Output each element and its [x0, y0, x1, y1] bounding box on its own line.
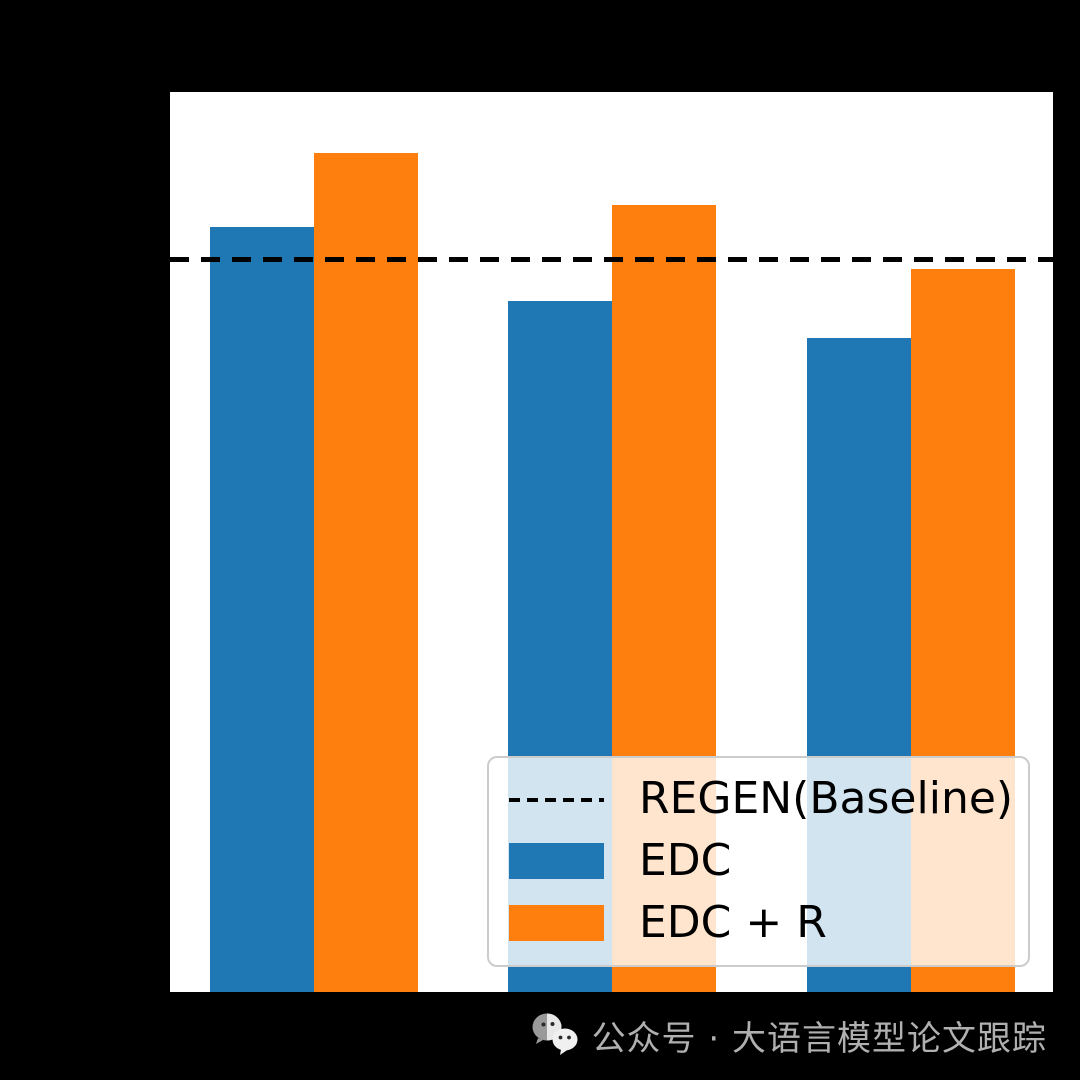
- legend: REGEN(Baseline) EDC EDC + R: [487, 756, 1030, 967]
- dashed-line-icon: [509, 797, 604, 802]
- legend-label-edc-r: EDC + R: [639, 897, 827, 949]
- bar-edc-group1: [209, 227, 314, 992]
- legend-item-edc-r: EDC + R: [509, 897, 1008, 950]
- legend-swatch-col: [509, 797, 604, 802]
- bar-edcr-group1: [313, 153, 418, 992]
- legend-item-edc: EDC: [509, 835, 1008, 888]
- watermark-text: 公众号 · 大语言模型论文跟踪: [591, 1018, 1047, 1059]
- wechat-icon: [532, 1013, 578, 1055]
- legend-item-baseline: REGEN(Baseline): [509, 773, 1013, 826]
- watermark: 公众号 · 大语言模型论文跟踪: [530, 1005, 1047, 1065]
- legend-label-edc: EDC: [639, 835, 732, 887]
- edc-r-color-swatch: [509, 905, 604, 942]
- plot-area: REGEN(Baseline) EDC EDC + R: [170, 90, 1053, 992]
- legend-swatch-col: [509, 843, 604, 880]
- legend-label-baseline: REGEN(Baseline): [639, 773, 1014, 825]
- legend-swatch-col: [509, 905, 604, 942]
- edc-color-swatch: [509, 843, 604, 880]
- baseline-dashed-line: [170, 257, 1053, 262]
